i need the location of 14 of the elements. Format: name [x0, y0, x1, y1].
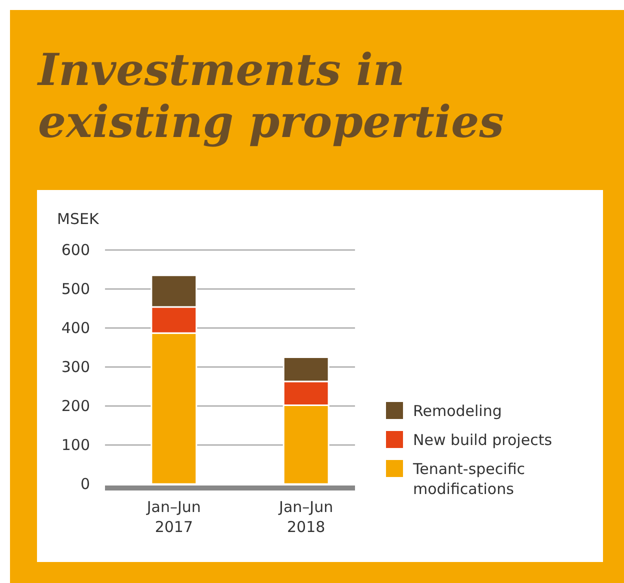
- chart-title: Investments in existing properties: [36, 45, 504, 148]
- legend-label: New build projects: [413, 431, 552, 449]
- legend-label: Remodeling: [413, 402, 502, 420]
- y-axis-title: MSEK: [57, 210, 100, 228]
- x-tick-label: Jan–Jun 2017: [146, 498, 201, 536]
- x-tick-label: Jan–Jun 2018: [278, 498, 334, 536]
- y-tick-label: 400: [61, 319, 90, 337]
- y-tick-label: 500: [61, 280, 90, 298]
- y-tick-label: 0: [80, 475, 90, 493]
- y-tick-label: 300: [61, 358, 90, 376]
- legend-label: Tenant-specific modifications: [412, 460, 526, 498]
- y-tick-label: 600: [61, 241, 90, 259]
- y-tick-label: 100: [61, 436, 90, 454]
- y-tick-label: 200: [61, 397, 90, 415]
